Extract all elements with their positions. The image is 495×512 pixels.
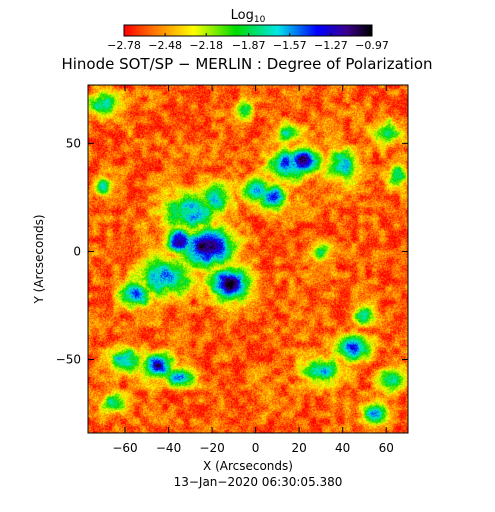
x-tick-label: −20 [199, 441, 224, 455]
polarization-map [88, 85, 408, 433]
colorbar-tick-label: −2.18 [189, 39, 223, 52]
colorbar-tick-label: −2.78 [107, 39, 141, 52]
chart-title: Hinode SOT/SP − MERLIN : Degree of Polar… [61, 55, 432, 73]
colorbar-title: Log10 [231, 8, 266, 25]
y-axis-label: Y (Arcseconds) [32, 214, 46, 304]
y-tick-label: −50 [56, 353, 81, 367]
colorbar-tick-label: −1.27 [314, 39, 348, 52]
colorbar-tick-label: −0.97 [355, 39, 389, 52]
y-tick-label: 50 [66, 136, 81, 150]
colorbar-tick-label: −1.57 [273, 39, 307, 52]
x-tick-label: 20 [292, 441, 307, 455]
plot-frame [87, 84, 409, 434]
colorbar-gradient [124, 25, 372, 36]
x-tick-label: −40 [156, 441, 181, 455]
x-tick-label: −60 [112, 441, 137, 455]
x-axis: −60 −40 −20 0 20 40 60 [112, 85, 394, 455]
x-axis-label: X (Arcseconds) [203, 459, 293, 473]
colorbar-tick-label: −2.48 [148, 39, 182, 52]
y-tick-label: 0 [73, 244, 81, 258]
colorbar-tick-label: −1.87 [232, 39, 266, 52]
x-tick-label: 60 [379, 441, 394, 455]
x-tick-label: 0 [252, 441, 260, 455]
x-tick-label: 40 [335, 441, 350, 455]
colorbar-ticks: −2.78 −2.48 −2.18 −1.87 −1.57 −1.27 −0.97 [107, 33, 389, 52]
observation-timestamp: 13−Jan−2020 06:30:05.380 [174, 475, 343, 489]
colorbar-frame [123, 24, 373, 37]
colorbar: −2.78 −2.48 −2.18 −1.87 −1.57 −1.27 −0.97 [107, 24, 389, 52]
y-axis: −50 0 50 [56, 136, 408, 367]
